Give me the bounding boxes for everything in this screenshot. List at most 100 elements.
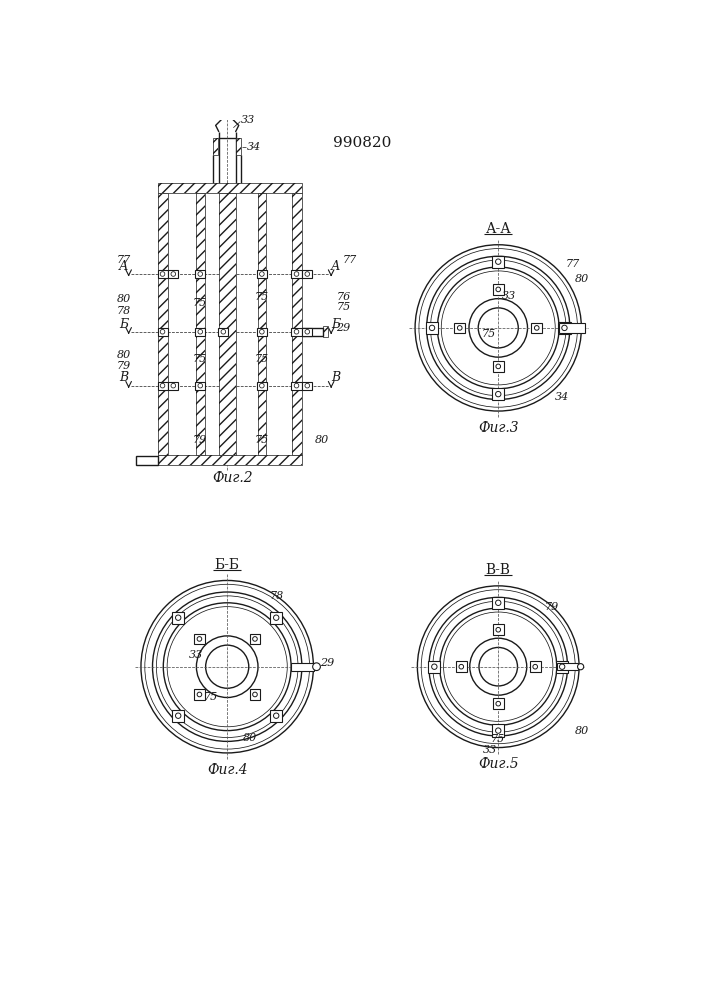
Text: 80: 80 (315, 435, 329, 445)
Text: 34: 34 (554, 392, 568, 402)
Bar (291, 328, 301, 336)
Bar (258, 193, 267, 455)
Bar (236, 138, 241, 155)
Bar (530, 661, 541, 672)
Bar (426, 322, 438, 334)
Text: 34: 34 (247, 142, 262, 152)
Text: 990820: 990820 (333, 136, 391, 150)
Text: Б: Б (331, 318, 340, 331)
Bar (218, 193, 235, 455)
Bar (214, 138, 218, 155)
Bar (303, 270, 312, 278)
Bar (532, 323, 542, 333)
Bar (456, 661, 467, 672)
Text: А-А: А-А (486, 222, 511, 236)
Bar (556, 661, 568, 673)
Bar (158, 193, 168, 455)
Bar (455, 323, 465, 333)
Bar (493, 361, 503, 372)
Text: 75: 75 (193, 354, 207, 364)
Text: 29: 29 (337, 323, 351, 333)
Text: 75: 75 (482, 329, 496, 339)
Bar (158, 382, 168, 389)
Text: 33: 33 (189, 650, 203, 660)
Bar (172, 612, 185, 624)
Text: 33: 33 (483, 745, 497, 755)
Bar (195, 270, 205, 278)
Bar (158, 183, 302, 193)
Text: 75: 75 (337, 302, 351, 312)
Bar (257, 270, 267, 278)
Text: 33: 33 (241, 115, 255, 125)
Bar (270, 612, 282, 624)
Text: 75: 75 (255, 354, 269, 364)
Bar (257, 382, 267, 389)
Bar (218, 193, 235, 455)
Text: Б: Б (119, 318, 129, 331)
Bar (250, 689, 260, 700)
Bar (492, 724, 504, 737)
Bar (194, 634, 205, 644)
Bar (158, 270, 168, 278)
Bar (218, 328, 228, 336)
Text: 79: 79 (193, 435, 207, 445)
Bar (291, 382, 301, 389)
Text: 77: 77 (566, 259, 580, 269)
Bar (559, 322, 571, 334)
Bar (303, 328, 312, 336)
Bar (559, 323, 585, 333)
Bar (158, 455, 302, 465)
Text: 33: 33 (502, 291, 516, 301)
Bar (236, 138, 241, 155)
Bar (214, 138, 218, 155)
Bar (493, 284, 503, 295)
Text: 80: 80 (575, 726, 590, 736)
Bar (324, 326, 328, 337)
Text: В: В (119, 371, 129, 384)
Bar (168, 270, 178, 278)
Bar (158, 183, 302, 193)
Text: 78: 78 (269, 591, 284, 601)
Text: А: А (331, 260, 341, 273)
Text: 80: 80 (243, 733, 257, 743)
Bar (270, 710, 282, 722)
Text: 75: 75 (491, 734, 505, 744)
Text: 80: 80 (117, 294, 132, 304)
Text: 75: 75 (204, 692, 218, 702)
Text: 75: 75 (255, 435, 269, 445)
Bar (194, 689, 205, 700)
Text: 80: 80 (575, 274, 590, 284)
Text: 79: 79 (117, 361, 132, 371)
Bar (250, 634, 260, 644)
Bar (197, 193, 205, 455)
Bar (257, 328, 267, 336)
Text: Фиг.5: Фиг.5 (478, 757, 518, 771)
Text: В-В: В-В (486, 563, 510, 577)
Bar (158, 328, 168, 336)
Text: 75: 75 (193, 298, 207, 308)
Text: 78: 78 (117, 306, 132, 316)
Text: 77: 77 (117, 255, 132, 265)
Bar (493, 624, 503, 635)
Text: 77: 77 (343, 255, 357, 265)
Bar (168, 382, 178, 389)
Bar (158, 455, 302, 465)
Bar (195, 382, 205, 389)
Text: Фиг.3: Фиг.3 (478, 421, 518, 435)
Bar (324, 326, 328, 337)
Bar (136, 456, 158, 465)
Bar (492, 597, 504, 609)
Text: 80: 80 (117, 350, 132, 360)
Text: Б-Б: Б-Б (215, 558, 240, 572)
Text: 75: 75 (255, 292, 269, 302)
Text: Фиг.2: Фиг.2 (212, 471, 253, 485)
Bar (172, 710, 185, 722)
Text: Фиг.4: Фиг.4 (207, 763, 247, 777)
Bar (158, 193, 168, 455)
Bar (302, 328, 324, 336)
Text: А: А (119, 260, 129, 273)
Bar (291, 663, 314, 671)
Bar (303, 382, 312, 389)
Bar (492, 388, 504, 400)
Bar (292, 193, 302, 455)
